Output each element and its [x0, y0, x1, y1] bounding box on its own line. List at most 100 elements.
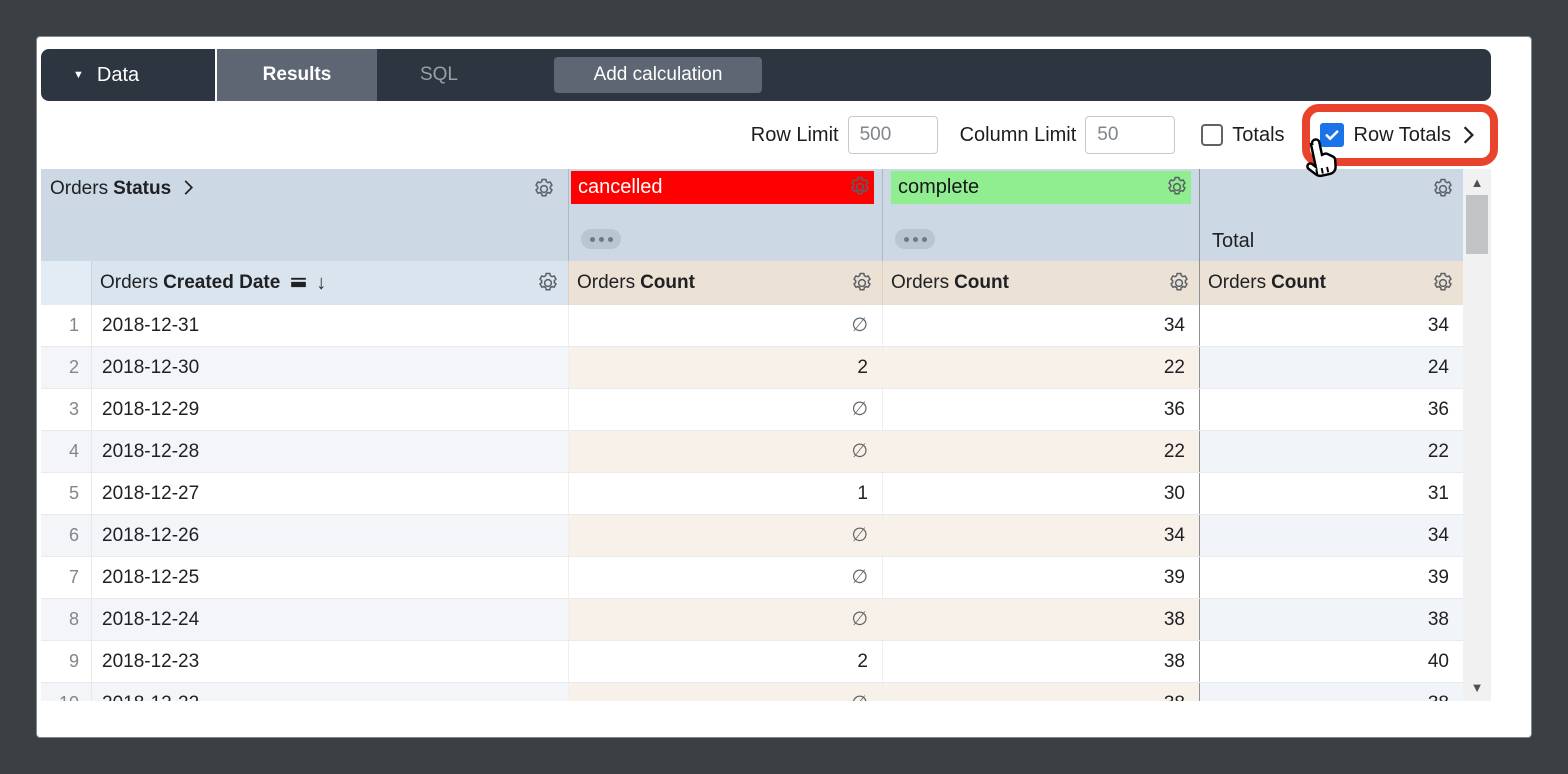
gear-icon[interactable]	[1431, 271, 1455, 295]
row-number: 4	[41, 431, 91, 472]
cell-cancelled-count[interactable]: ∅	[568, 431, 882, 472]
gear-icon[interactable]	[1431, 177, 1455, 201]
cell-total-count[interactable]: 38	[1199, 599, 1463, 640]
measure-header-complete[interactable]: Orders Count	[882, 261, 1199, 305]
pivot-expand-button[interactable]	[895, 229, 935, 249]
cell-cancelled-count[interactable]: 2	[568, 347, 882, 388]
cell-complete-count[interactable]: 39	[882, 557, 1199, 598]
table-row[interactable]: 1 2018-12-31 ∅ 34 34	[41, 305, 1463, 347]
cell-created-date[interactable]: 2018-12-26	[91, 515, 568, 556]
gear-icon[interactable]	[850, 271, 874, 295]
pivot-value-cancelled[interactable]: cancelled	[571, 171, 874, 204]
cell-total-count[interactable]: 36	[1199, 389, 1463, 430]
gear-icon[interactable]	[532, 177, 556, 201]
cell-total-count[interactable]: 31	[1199, 473, 1463, 514]
cell-total-count[interactable]: 39	[1199, 557, 1463, 598]
table-row[interactable]: 10 2018-12-22 ∅ 38 38	[41, 683, 1463, 701]
add-calculation-button[interactable]: Add calculation	[554, 57, 762, 93]
gear-icon[interactable]	[848, 175, 872, 199]
cell-total-count[interactable]: 34	[1199, 515, 1463, 556]
measure-header-total[interactable]: Orders Count	[1199, 261, 1463, 305]
gear-icon[interactable]	[1167, 271, 1191, 295]
dimension-prefix: Orders	[100, 272, 159, 293]
tab-results[interactable]: Results	[217, 49, 377, 101]
table-row[interactable]: 7 2018-12-25 ∅ 39 39	[41, 557, 1463, 599]
cell-created-date[interactable]: 2018-12-28	[91, 431, 568, 472]
cell-complete-count[interactable]: 36	[882, 389, 1199, 430]
table-row[interactable]: 4 2018-12-28 ∅ 22 22	[41, 431, 1463, 473]
cell-created-date[interactable]: 2018-12-30	[91, 347, 568, 388]
data-section-toggle[interactable]: ▼ Data	[41, 49, 215, 101]
row-number: 3	[68, 399, 79, 419]
cell-created-date[interactable]: 2018-12-29	[91, 389, 568, 430]
dimension-header[interactable]: Orders Created Date ↓	[91, 261, 568, 305]
explorer-panel: ▼ Data Results SQL Add calculation Row L…	[36, 36, 1532, 738]
cell-created-date[interactable]: 2018-12-22	[91, 683, 568, 701]
totals-checkbox[interactable]	[1201, 124, 1224, 146]
scrollbar-thumb[interactable]	[1466, 195, 1488, 254]
scroll-down-icon[interactable]: ▼	[1470, 680, 1484, 695]
row-limit-label: Row Limit	[750, 123, 839, 146]
gear-icon[interactable]	[1165, 175, 1189, 199]
nav-divider	[215, 49, 217, 101]
table-row[interactable]: 8 2018-12-24 ∅ 38 38	[41, 599, 1463, 641]
pivot-expand-button[interactable]	[581, 229, 621, 249]
results-table: Orders Status cancelled complete	[41, 169, 1463, 701]
pivot-field-prefix: Orders	[50, 178, 109, 199]
cell-cancelled-count[interactable]: ∅	[568, 557, 882, 598]
tab-sql[interactable]: SQL	[419, 64, 459, 85]
cell-complete-count[interactable]: 22	[882, 347, 1199, 388]
dropdown-arrow-icon: ▼	[73, 68, 84, 81]
cell-total-count[interactable]: 24	[1199, 347, 1463, 388]
table-row[interactable]: 5 2018-12-27 1 30 31	[41, 473, 1463, 515]
vertical-scrollbar[interactable]: ▲ ▼	[1463, 169, 1491, 701]
nav-bar: ▼ Data Results SQL Add calculation	[41, 49, 1491, 101]
cell-created-date[interactable]: 2018-12-25	[91, 557, 568, 598]
measure-header-cancelled[interactable]: Orders Count	[568, 261, 882, 305]
pivot-field-header[interactable]: Orders Status	[41, 169, 568, 261]
cell-created-date[interactable]: 2018-12-31	[91, 305, 568, 346]
row-limit-input[interactable]	[847, 116, 938, 154]
sort-desc-icon[interactable]: ↓	[316, 271, 327, 294]
cursor-icon	[1306, 138, 1337, 178]
table-row[interactable]: 2 2018-12-30 2 22 24	[41, 347, 1463, 389]
cell-created-date[interactable]: 2018-12-27	[91, 473, 568, 514]
cell-cancelled-count[interactable]: ∅	[568, 305, 882, 346]
cell-cancelled-count[interactable]: ∅	[568, 515, 882, 556]
cell-complete-count[interactable]: 38	[882, 599, 1199, 640]
cell-created-date[interactable]: 2018-12-24	[91, 599, 568, 640]
row-number-header	[41, 261, 91, 305]
cell-complete-count[interactable]: 34	[882, 305, 1199, 346]
cell-created-date[interactable]: 2018-12-23	[91, 641, 568, 682]
pivot-value-complete[interactable]: complete	[891, 171, 1191, 204]
chevron-right-icon	[1463, 126, 1474, 144]
scroll-up-icon[interactable]: ▲	[1470, 175, 1484, 190]
pivot-col-complete: complete	[882, 169, 1199, 261]
dimension-name: Created Date	[163, 272, 281, 293]
row-number: 1	[68, 315, 79, 335]
cell-cancelled-count[interactable]: ∅	[568, 599, 882, 640]
data-section-label: Data	[96, 63, 140, 86]
field-header-row: Orders Created Date ↓ Orders Count	[41, 261, 1463, 305]
row-totals-checkbox[interactable]	[1319, 123, 1344, 147]
column-limit-input[interactable]	[1085, 116, 1176, 154]
cell-complete-count[interactable]: 22	[882, 431, 1199, 472]
cell-complete-count[interactable]: 38	[882, 683, 1199, 701]
cell-cancelled-count[interactable]: ∅	[568, 683, 882, 701]
cell-complete-count[interactable]: 30	[882, 473, 1199, 514]
table-body: 1 2018-12-31 ∅ 34 34 2 2018-12-30 2 22 2…	[41, 305, 1463, 701]
cell-cancelled-count[interactable]: 2	[568, 641, 882, 682]
cell-total-count[interactable]: 34	[1199, 305, 1463, 346]
table-row[interactable]: 9 2018-12-23 2 38 40	[41, 641, 1463, 683]
cell-cancelled-count[interactable]: ∅	[568, 389, 882, 430]
gear-icon[interactable]	[536, 271, 560, 295]
cell-total-count[interactable]: 40	[1199, 641, 1463, 682]
total-column-header: Total	[1199, 169, 1463, 261]
cell-total-count[interactable]: 22	[1199, 431, 1463, 472]
cell-total-count[interactable]: 38	[1199, 683, 1463, 701]
cell-complete-count[interactable]: 34	[882, 515, 1199, 556]
table-row[interactable]: 3 2018-12-29 ∅ 36 36	[41, 389, 1463, 431]
cell-complete-count[interactable]: 38	[882, 641, 1199, 682]
cell-cancelled-count[interactable]: 1	[568, 473, 882, 514]
table-row[interactable]: 6 2018-12-26 ∅ 34 34	[41, 515, 1463, 557]
